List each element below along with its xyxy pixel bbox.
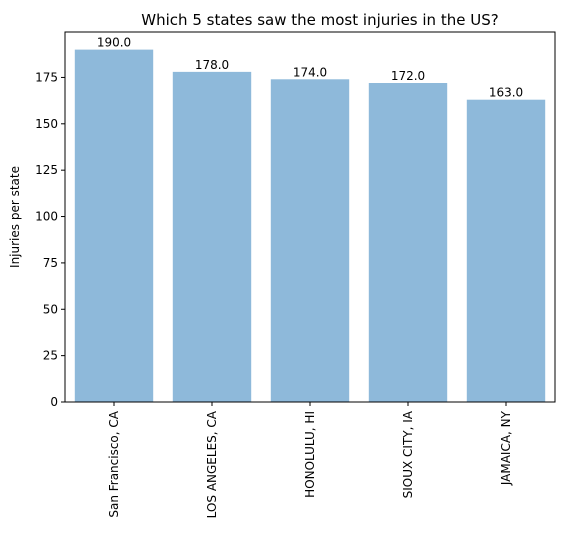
bar	[466, 99, 546, 402]
bar-value-label: 174.0	[293, 65, 327, 79]
bars	[74, 49, 546, 402]
x-tick-label: SIOUX CITY, IA	[401, 410, 415, 498]
plot-border	[64, 31, 556, 403]
y-tick-label: 175	[35, 70, 58, 84]
bar-value-label: 178.0	[195, 58, 229, 72]
y-axis-label: Injuries per state	[8, 166, 22, 268]
y-tick-label: 50	[43, 302, 58, 316]
y-tick-label: 150	[35, 117, 58, 131]
value-labels: 190.0 178.0 174.0 172.0 163.0	[97, 36, 523, 100]
y-tick-label: 125	[35, 163, 58, 177]
x-axis: San Francisco, CA LOS ANGELES, CA HONOLULU…	[107, 402, 513, 518]
y-tick-label: 0	[50, 395, 58, 409]
x-tick-label: LOS ANGELES, CA	[205, 410, 219, 518]
x-tick-label: HONOLULU, HI	[303, 411, 317, 498]
x-tick-label: San Francisco, CA	[107, 410, 121, 517]
chart-title: Which 5 states saw the most injuries in …	[141, 11, 498, 29]
y-tick-label: 25	[43, 349, 58, 363]
y-axis: 0 25 50 75 100 125 150 175	[35, 70, 65, 409]
bar	[74, 49, 154, 402]
bar	[270, 79, 350, 402]
y-tick-label: 75	[43, 256, 58, 270]
x-tick-label: JAMAICA, NY	[499, 410, 513, 486]
bar	[172, 71, 252, 402]
bar-value-label: 190.0	[97, 36, 131, 50]
bar-value-label: 163.0	[489, 86, 523, 100]
plot-frame	[64, 31, 556, 403]
bar	[368, 83, 448, 402]
bar-value-label: 172.0	[391, 69, 425, 83]
y-tick-label: 100	[35, 210, 58, 224]
